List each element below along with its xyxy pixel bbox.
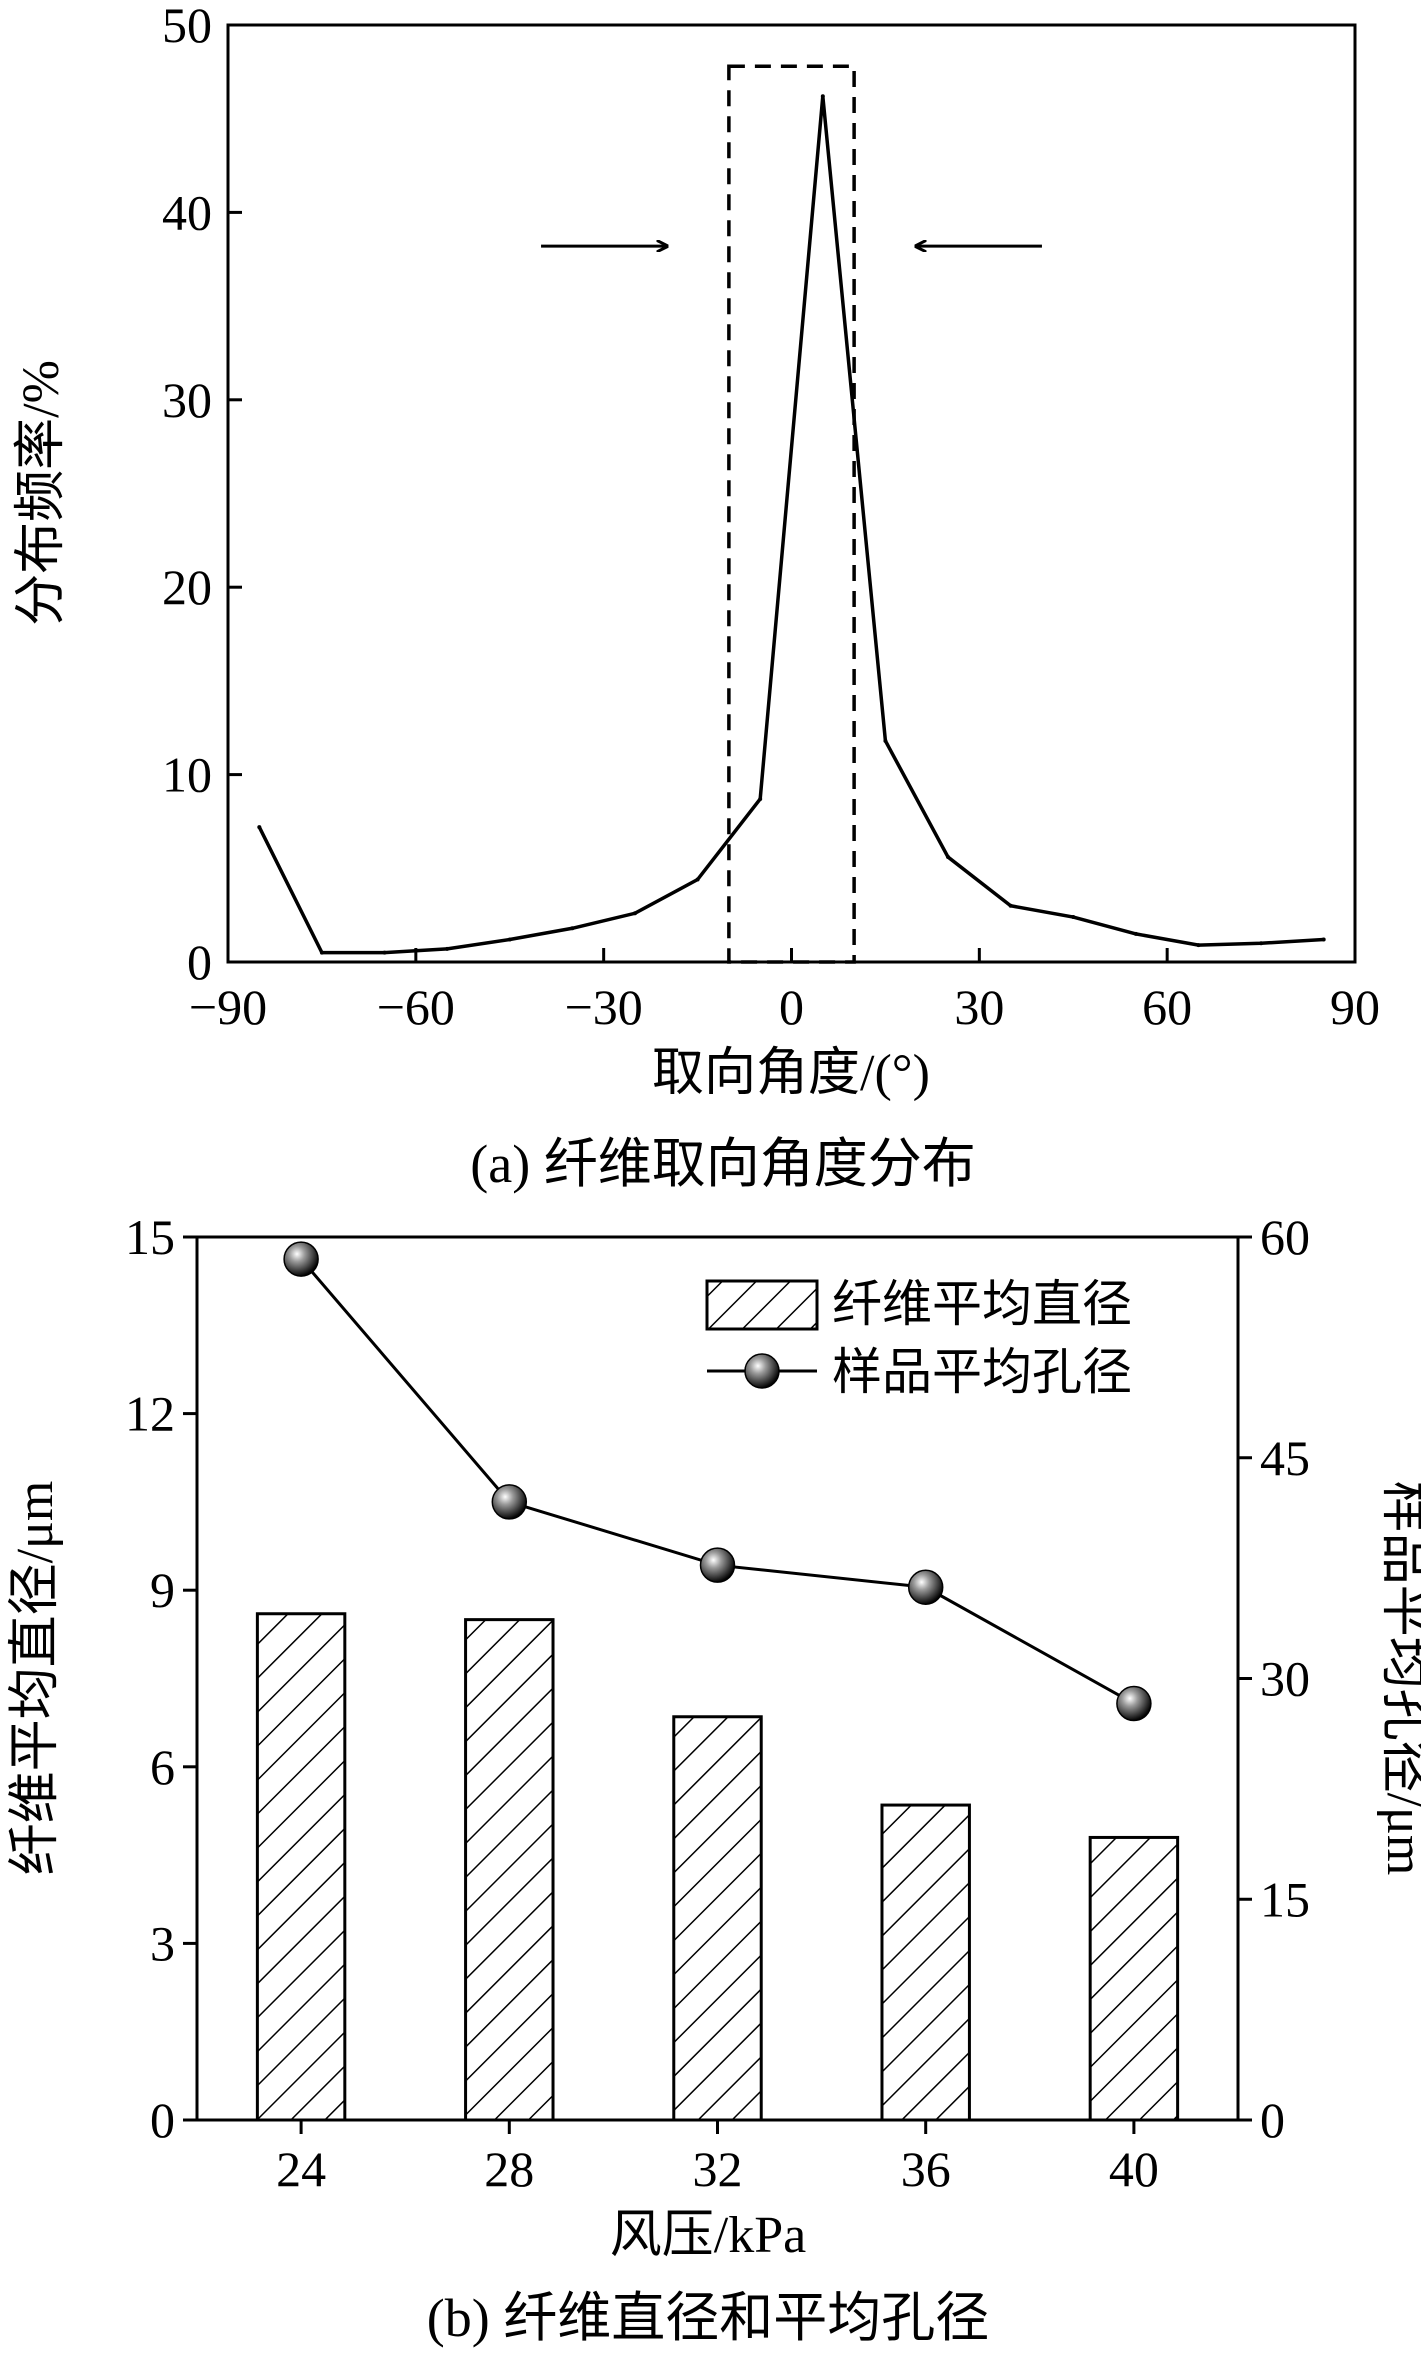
line-marker-pore-size [491,1484,528,1520]
chart-a-y-axis: 0 10 20 30 40 50 [162,0,242,990]
y-tick-label: 50 [162,0,212,53]
data-point [1008,903,1013,908]
line-marker-pore-size [907,1569,944,1606]
chart-b-legend: 纤维平均直径 样品平均孔径 [705,1276,1132,1400]
y-tick-label: 12 [125,1386,175,1442]
y-tick-label: 15 [125,1209,175,1265]
x-tick-label: 90 [1330,979,1380,1035]
bar-fiber-diameter [464,1618,555,2122]
x-tick-label: 60 [1142,979,1192,1035]
bar-fiber-diameter [880,1803,971,2122]
chart-a-axes-frame [226,23,1357,964]
x-tick-label: −90 [189,979,267,1035]
y2-tick-label: 60 [1260,1209,1310,1265]
chart-a-plot [257,64,1326,964]
data-point [695,877,700,882]
y-tick-label: 9 [150,1562,175,1618]
y-tick-label: 40 [162,184,212,240]
x-tick-label: 0 [779,979,804,1035]
data-point [820,94,825,99]
chart-b-x-axis-label: 风压/kPa [610,2207,806,2264]
chart-b-x-axis: 24 28 32 36 40 [276,2120,1159,2197]
data-point [758,796,763,801]
legend-bar-swatch [705,1279,819,1331]
chart-b-right-y-axis: 0 15 30 45 60 [1238,1209,1310,2148]
chart-a-x-axis-label: 取向角度/(°) [652,1045,930,1102]
data-point [632,911,637,916]
data-point [445,946,450,951]
y2-tick-label: 45 [1260,1430,1310,1486]
chart-b-left-y-axis: 0 3 6 9 12 15 [125,1209,197,2148]
data-point [1196,943,1201,948]
data-point [257,825,262,830]
chart-a-caption: (a) 纤维取向角度分布 [470,1134,975,1194]
x-tick-label: −60 [377,979,455,1035]
data-point [1071,915,1076,920]
y2-tick-label: 15 [1260,1871,1310,1927]
chart-a-orientation-distribution: −90 −60 −30 0 30 60 90 0 10 20 30 40 50 取向角度/(°) 分布… [13,0,1380,1194]
data-point [883,738,888,743]
y2-tick-label: 30 [1260,1651,1310,1707]
data-point [946,855,951,860]
bar-fiber-diameter [1088,1835,1180,2122]
x-tick-label: 30 [954,979,1004,1035]
y-tick-label: 10 [162,747,212,803]
data-point [1321,937,1326,942]
chart-b-y2-axis-label: 样品平均孔径/μm [1376,1481,1421,1876]
y-tick-label: 20 [162,559,212,615]
y2-tick-label: 0 [1260,2092,1285,2148]
chart-a-y-axis-label: 分布频率/% [13,360,70,626]
legend-line-label: 样品平均孔径 [832,1344,1132,1400]
line-marker-pore-size [283,1241,319,1277]
line-marker-pore-size [699,1547,736,1583]
chart-a-x-axis: −90 −60 −30 0 30 60 90 [189,948,1380,1035]
chart-b-y-axis-label: 纤维平均直径/μm [7,1481,64,1876]
bar-fiber-diameter [255,1612,347,2122]
legend-line-marker [744,1353,780,1389]
y-tick-label: 30 [162,372,212,428]
series-line-distribution [257,96,1324,955]
line-marker-pore-size [1116,1685,1152,1722]
data-point [1259,941,1264,946]
data-point [382,950,387,955]
y-tick-label: 6 [150,1739,175,1795]
x-tick-label: 28 [484,2141,534,2197]
x-tick-label: 40 [1109,2141,1159,2197]
y-tick-label: 0 [150,2092,175,2148]
legend-bar-label: 纤维平均直径 [832,1276,1132,1332]
x-tick-label: 32 [693,2141,743,2197]
x-tick-label: −30 [565,979,643,1035]
y-tick-label: 0 [187,934,212,990]
data-point [319,950,324,955]
data-point [570,926,575,931]
chart-b-caption: (b) 纤维直径和平均孔径 [427,2288,989,2348]
x-tick-label: 24 [276,2141,326,2197]
bar-fiber-diameter [672,1715,763,2122]
data-point [1133,931,1138,936]
data-point [507,937,512,942]
x-tick-label: 36 [901,2141,951,2197]
chart-b-bars [255,1612,1180,2122]
y-tick-label: 3 [150,1915,175,1971]
dashed-highlight-box [727,64,856,964]
chart-b-line [283,1241,1152,1722]
